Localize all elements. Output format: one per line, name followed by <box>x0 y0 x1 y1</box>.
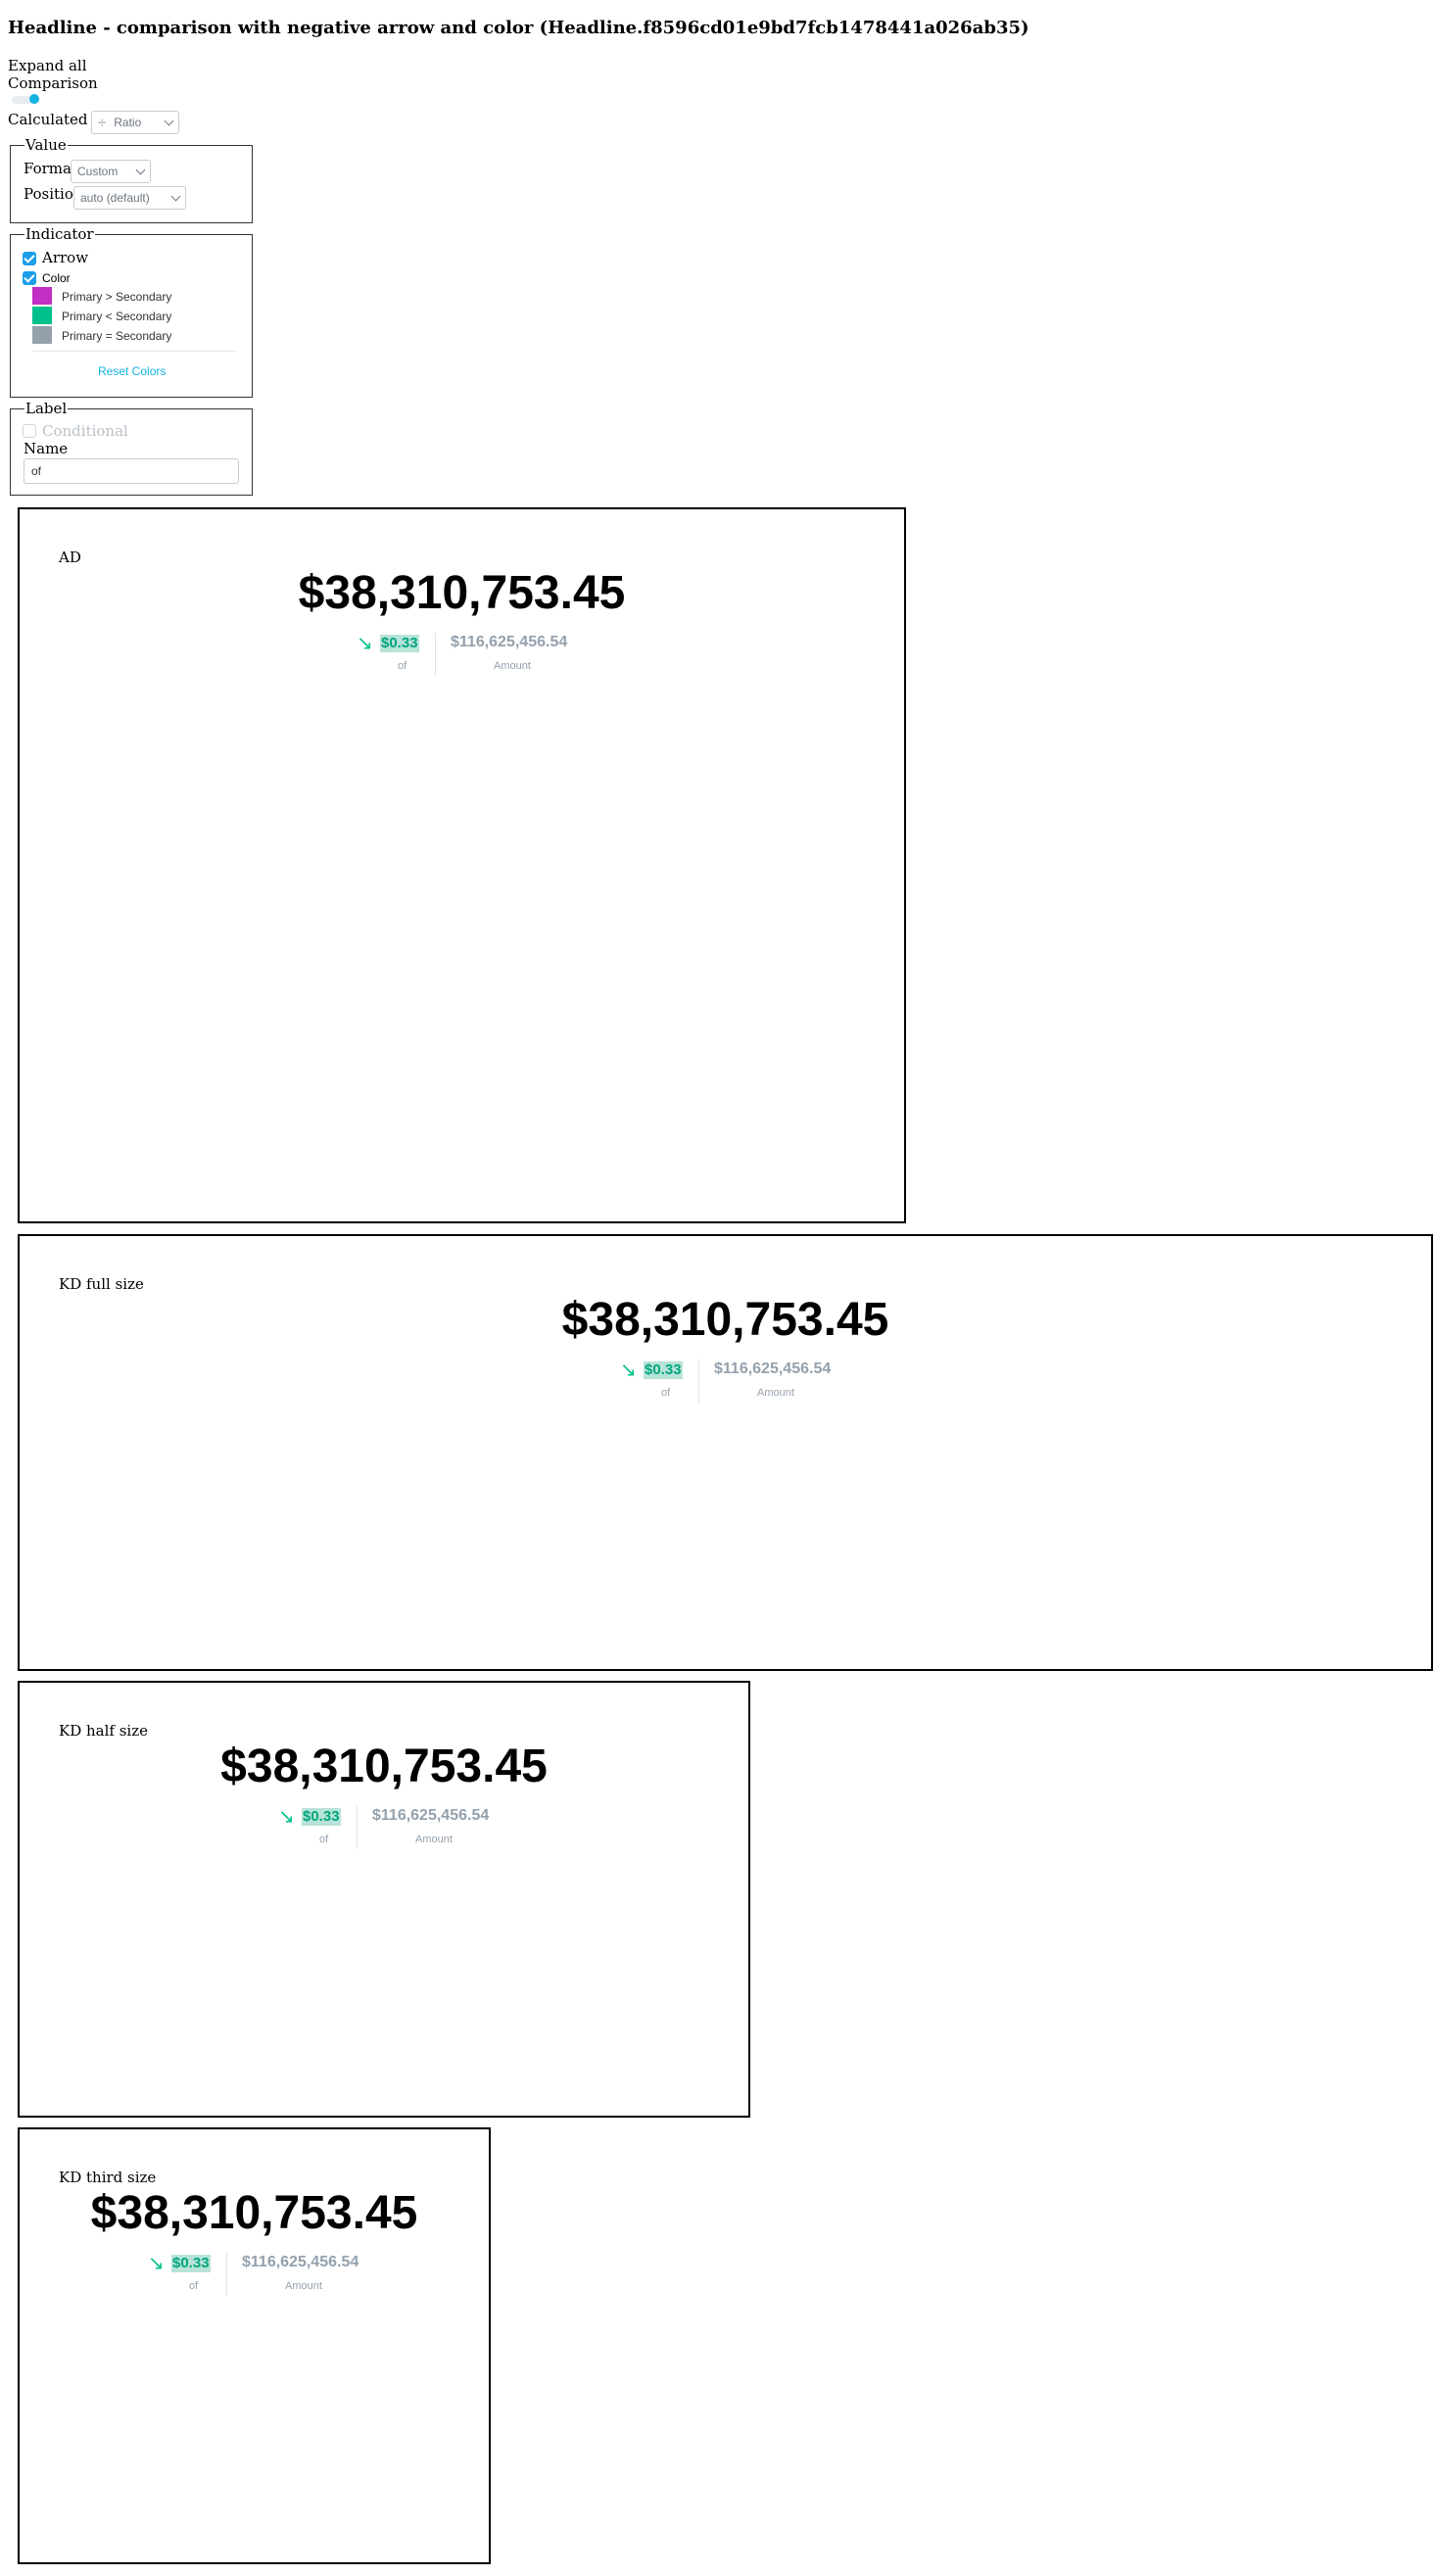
arrow-label: Arrow <box>42 249 89 266</box>
arrow-down-right-icon: ↘ <box>148 2251 165 2274</box>
divider <box>226 2253 227 2296</box>
position-label: Position <box>24 185 83 203</box>
secondary-value: $116,625,456.54 <box>451 634 568 650</box>
headline-widget-kd-full: KD full size $38,310,753.45 ↘ $0.33 of $… <box>18 1234 1433 1671</box>
conditional-checkbox[interactable] <box>23 424 36 438</box>
comparison-toggle[interactable] <box>12 94 39 106</box>
indicator-section: Indicator <box>10 225 253 398</box>
comparison-value: $0.33 <box>171 2255 211 2272</box>
arrow-down-right-icon: ↘ <box>620 1358 637 1381</box>
color-swatch-equal[interactable] <box>32 326 52 344</box>
conditional-label: Conditional <box>42 422 128 440</box>
page-title: Headline - comparison with negative arro… <box>8 18 1029 38</box>
calculated-as-value: Ratio <box>114 116 142 129</box>
divider <box>698 1360 699 1403</box>
primary-value: $38,310,753.45 <box>561 1294 889 1346</box>
widget-title: KD third size <box>59 2169 157 2186</box>
arrow-down-right-icon: ↘ <box>357 631 373 654</box>
label-legend: Label <box>25 400 68 417</box>
primary-value: $38,310,753.45 <box>90 2187 418 2239</box>
secondary-value: $116,625,456.54 <box>714 1360 832 1377</box>
arrow-checkbox[interactable] <box>23 252 36 265</box>
primary-value: $38,310,753.45 <box>220 1741 548 1792</box>
secondary-value: $116,625,456.54 <box>242 2254 359 2270</box>
divider <box>32 351 236 352</box>
comparison-label: of <box>319 1834 329 1845</box>
primary-value: $38,310,753.45 <box>298 567 626 619</box>
widget-title: AD <box>59 549 81 566</box>
divide-icon: ÷ <box>98 114 107 131</box>
chevron-down-icon <box>135 165 146 174</box>
divider <box>435 633 436 676</box>
headline-widget-kd-half: KD half size $38,310,753.45 ↘ $0.33 of $… <box>18 1681 750 2118</box>
chevron-down-icon <box>170 191 181 201</box>
expand-all-link[interactable]: Expand all <box>8 57 87 74</box>
color-label-equal: Primary = Secondary <box>62 329 172 343</box>
position-dropdown[interactable]: auto (default) <box>73 186 186 210</box>
headline-widget-ad: AD $38,310,753.45 ↘ $0.33 of $116,625,45… <box>18 507 906 1223</box>
format-value: Custom <box>77 165 119 178</box>
secondary-label: Amount <box>415 1834 453 1845</box>
indicator-legend: Indicator <box>25 225 94 243</box>
color-swatch-less[interactable] <box>32 307 52 324</box>
color-checkbox[interactable] <box>23 271 36 285</box>
color-label: Color <box>42 271 71 285</box>
comparison-value: $0.33 <box>380 635 419 652</box>
secondary-label: Amount <box>494 660 531 672</box>
color-label-less: Primary < Secondary <box>62 310 172 323</box>
secondary-value: $116,625,456.54 <box>372 1807 490 1824</box>
color-swatch-greater[interactable] <box>32 287 52 305</box>
widget-title: KD full size <box>59 1275 144 1293</box>
reset-colors-button[interactable]: Reset Colors <box>98 364 167 378</box>
calculated-as-label: Calculated as <box>8 111 109 128</box>
value-section: Value <box>10 136 253 223</box>
headline-widget-kd-third: KD third size $38,310,753.45 ↘ $0.33 of … <box>18 2127 491 2564</box>
calculated-as-dropdown[interactable]: ÷ Ratio <box>91 111 179 134</box>
comparison-heading: Comparison <box>8 74 98 92</box>
comparison-label: of <box>189 2280 199 2292</box>
widget-title: KD half size <box>59 1722 148 1740</box>
comparison-value: $0.33 <box>302 1808 341 1826</box>
color-label-greater: Primary > Secondary <box>62 290 172 304</box>
label-section: Label <box>10 400 253 496</box>
position-value: auto (default) <box>80 191 150 205</box>
value-legend: Value <box>25 136 67 154</box>
comparison-value: $0.33 <box>644 1361 683 1379</box>
name-input[interactable]: of <box>24 458 239 484</box>
format-dropdown[interactable]: Custom <box>71 160 151 183</box>
chevron-down-icon <box>164 116 174 125</box>
comparison-label: of <box>661 1387 671 1399</box>
format-label: Format <box>24 160 77 177</box>
divider <box>357 1806 358 1849</box>
arrow-down-right-icon: ↘ <box>278 1804 295 1828</box>
name-label: Name <box>24 440 69 457</box>
secondary-label: Amount <box>285 2280 322 2292</box>
secondary-label: Amount <box>757 1387 794 1399</box>
comparison-label: of <box>398 660 407 672</box>
